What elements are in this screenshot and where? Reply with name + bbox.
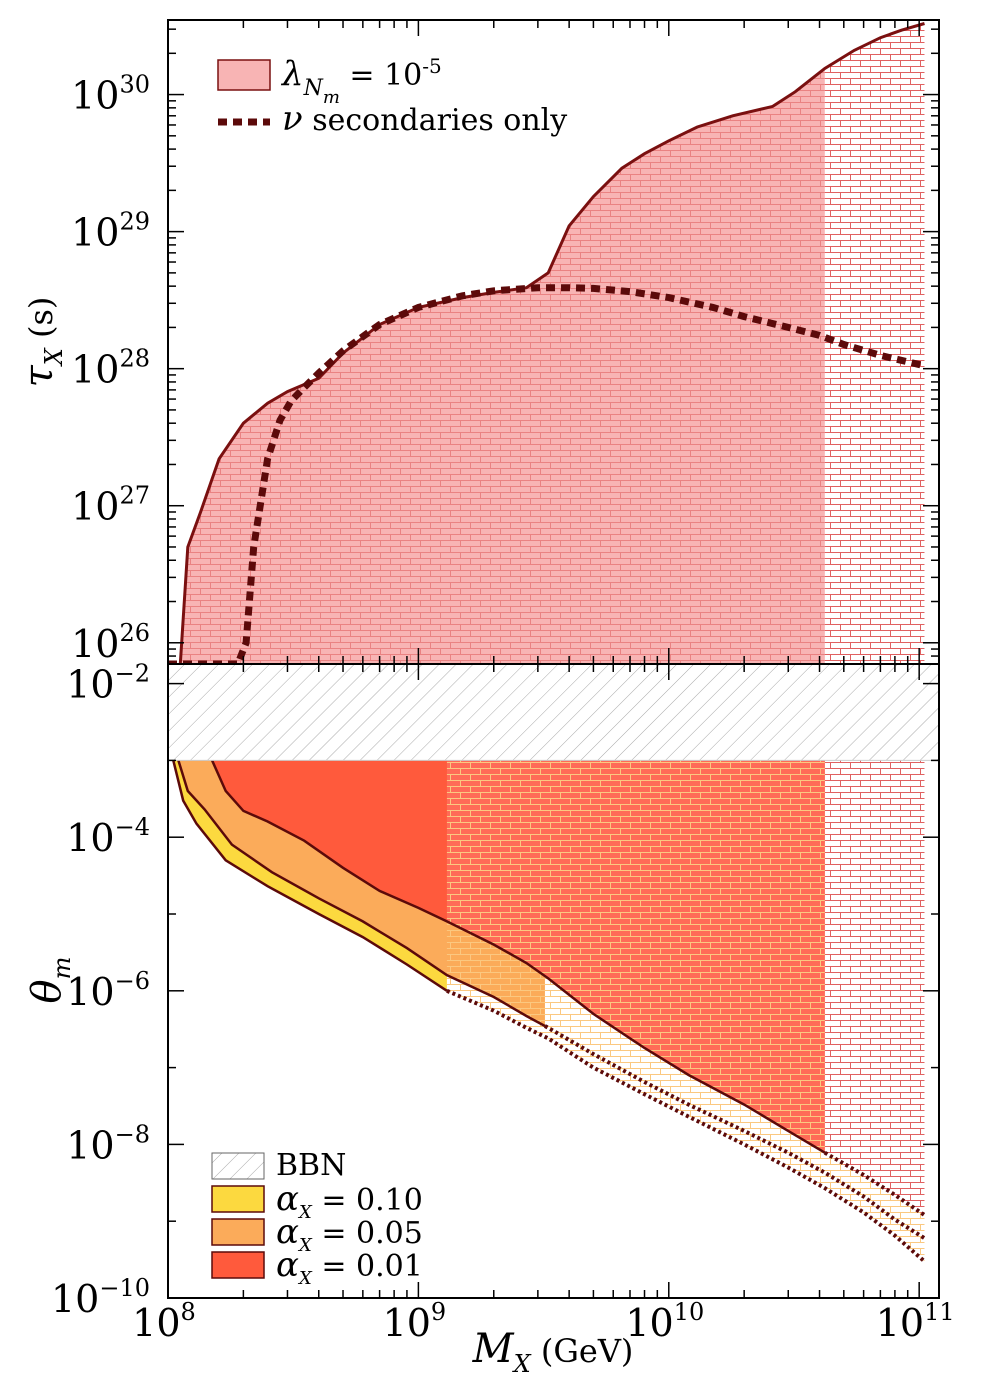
y-tick-label: 10−6 (66, 967, 150, 1014)
alpha-010-boundary-dotted (446, 988, 926, 1263)
y-tick-label: 10−2 (66, 660, 150, 707)
y-tick-label: 1026 (71, 619, 150, 666)
x-tick-label: 1011 (876, 1298, 955, 1345)
x-tick-label: 109 (383, 1298, 447, 1345)
legend-label-alpha: αX = 0.05 (276, 1212, 423, 1256)
nu-secondaries-line (168, 284, 926, 664)
excluded-region-hatch (180, 68, 825, 664)
bottom-axes-frame (167, 663, 940, 1299)
legend-swatch-alpha (211, 1218, 265, 1246)
legend-label-bbn: BBN (276, 1148, 346, 1183)
top-legend: λNm = 10-5ν secondaries only (217, 54, 567, 139)
legend-swatch-lambda (217, 59, 271, 91)
alpha-010-boundary (172, 760, 448, 992)
legend-label-alpha: αX = 0.01 (276, 1245, 423, 1289)
x-tick-label: 108 (132, 1298, 196, 1345)
y-tick-label: 10−8 (66, 1120, 150, 1167)
top-y-axis-title: τX (s) (16, 297, 68, 388)
legend-label-alpha: αX = 0.10 (276, 1179, 423, 1223)
y-tick-label: 1029 (71, 208, 150, 255)
x-tick-label: 1010 (625, 1298, 704, 1345)
x-axis-title: MX (GeV) (472, 1326, 634, 1375)
y-tick-label: 1027 (71, 482, 150, 529)
legend-swatch-alpha (211, 1251, 265, 1279)
bbn-excluded-band (168, 664, 939, 761)
legend-label-lambda: λNm = 10-5 (280, 54, 442, 108)
alpha-005-boundary-dotted (543, 1024, 926, 1240)
y-tick-label: 10−10 (51, 1274, 150, 1321)
excluded-region-boundary (178, 22, 925, 664)
y-tick-label: 10−4 (66, 813, 150, 860)
legend-label-nu: ν secondaries only (282, 99, 567, 139)
alpha-001-hatch (824, 760, 925, 1216)
y-tick-label: 1028 (71, 345, 150, 392)
bottom-y-axis-title: θm (24, 957, 76, 1004)
y-tick-label: 1030 (71, 71, 150, 118)
alpha-001-boundary (210, 759, 826, 1154)
legend-swatch-bbn (211, 1152, 265, 1180)
top-panel: 1026 1027 1028 1029 1030 λNm = 10-5ν seconda… (71, 19, 940, 666)
alpha-005-boundary (177, 760, 546, 1028)
extrapolated-region-hatch (824, 23, 925, 664)
legend-swatch-alpha (211, 1185, 265, 1213)
